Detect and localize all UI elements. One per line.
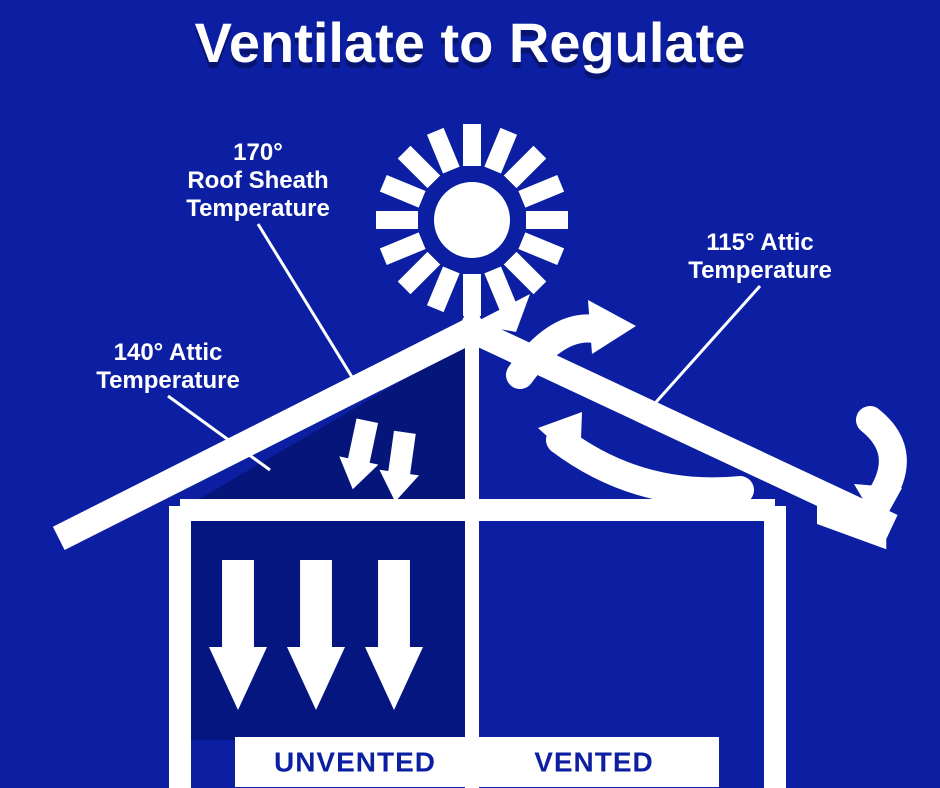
callout-roof_sheath-line-0: 170° xyxy=(233,139,283,166)
infographic-svg: Ventilate to RegulateVentilate to Regula… xyxy=(0,0,940,788)
callout-left_attic-line-0: 140° Attic xyxy=(114,339,223,366)
sun-icon xyxy=(376,124,568,316)
callout-roof_sheath-line-2: Temperature xyxy=(186,195,330,222)
infographic-canvas: Ventilate to RegulateVentilate to Regula… xyxy=(0,0,940,788)
section-labels: UNVENTED VENTED xyxy=(238,740,716,784)
callout-right_attic-line-1: Temperature xyxy=(688,257,832,284)
callout-left_attic-line-1: Temperature xyxy=(96,367,240,394)
callout-right_attic-line-0: 115° Attic xyxy=(706,229,813,256)
section-right-label: VENTED xyxy=(534,747,654,778)
section-left-label: UNVENTED xyxy=(274,747,436,778)
callout-roof_sheath-line-1: Roof Sheath xyxy=(187,167,328,194)
title-text: Ventilate to Regulate xyxy=(195,11,746,74)
